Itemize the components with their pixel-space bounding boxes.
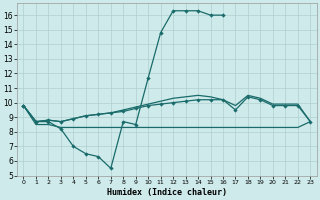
X-axis label: Humidex (Indice chaleur): Humidex (Indice chaleur) xyxy=(107,188,227,197)
